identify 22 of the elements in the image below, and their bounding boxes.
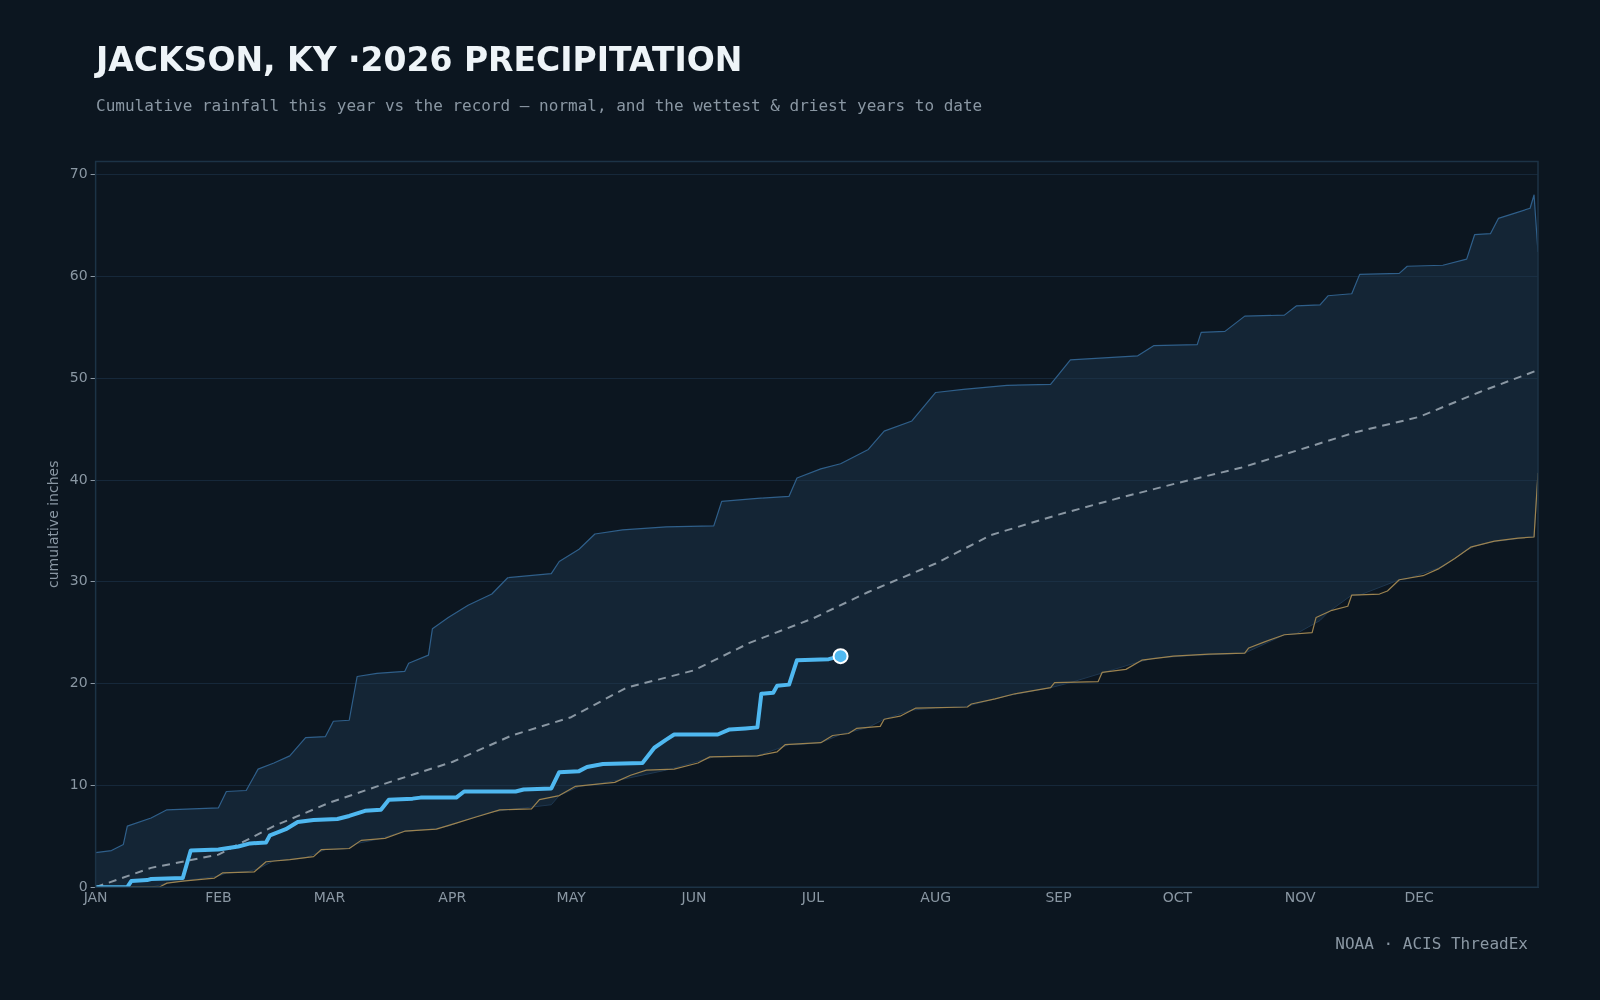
y-tick-label: 50 xyxy=(69,368,88,385)
y-axis-title: cumulative inches xyxy=(45,460,62,589)
y-tick-label: 10 xyxy=(69,776,88,793)
x-tick-label: MAR xyxy=(313,889,346,906)
chart-subtitle: Cumulative rainfall this year vs the record — normal, and the wettest & driest years to date xyxy=(96,96,983,115)
chart-title: JACKSON, KY ·2026 PRECIPITATION xyxy=(96,40,743,79)
x-tick-label: JUN xyxy=(680,889,707,906)
x-tick-label: FEB xyxy=(205,889,232,906)
y-tick-label: 40 xyxy=(69,470,88,487)
x-tick-label: SEP xyxy=(1045,889,1072,906)
x-tick-label: NOV xyxy=(1284,889,1317,906)
x-tick-label: JUL xyxy=(800,889,825,906)
x-tick-label: DEC xyxy=(1404,889,1435,906)
y-tick-label: 60 xyxy=(69,267,88,284)
y-tick-label: 70 xyxy=(69,165,88,182)
y-tick-label: 20 xyxy=(69,674,88,691)
x-tick-label: MAY xyxy=(556,889,587,906)
x-tick-label: OCT xyxy=(1162,889,1193,906)
y-tick-label: 30 xyxy=(69,572,88,589)
x-tick-label: AUG xyxy=(920,889,952,906)
x-tick-label: APR xyxy=(438,889,467,906)
text: NOAA · ACIS ThreadEx xyxy=(1335,934,1528,953)
